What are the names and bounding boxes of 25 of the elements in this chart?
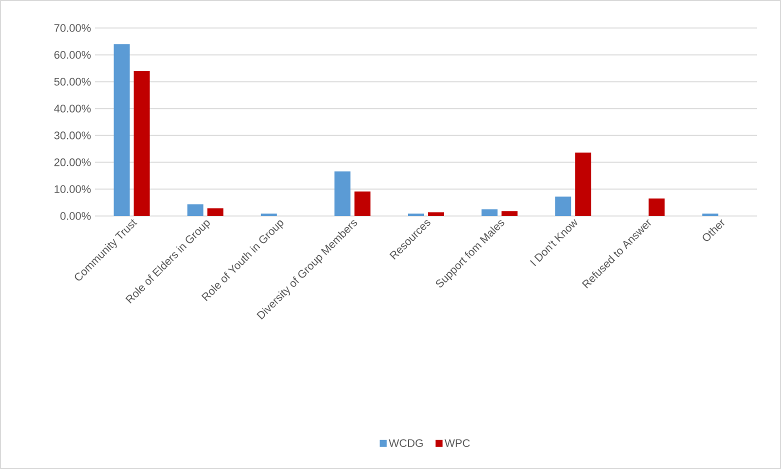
y-tick-label: 40.00% (54, 104, 91, 112)
bar (555, 196, 572, 216)
bar (334, 171, 350, 216)
bar (408, 214, 424, 216)
bar (502, 211, 518, 216)
bar (482, 209, 498, 216)
y-tick-label: 10.00% (54, 185, 91, 194)
legend-label: WPC (444, 439, 470, 448)
y-tick-label: 60.00% (54, 50, 91, 59)
y-tick-label: 0.00% (60, 212, 91, 220)
bar (207, 208, 224, 216)
bar (114, 44, 130, 216)
bar (260, 214, 277, 216)
bar (575, 152, 592, 216)
bar (187, 204, 204, 216)
y-tick-label: 20.00% (54, 158, 91, 166)
bar (428, 212, 444, 216)
bar (354, 192, 370, 216)
y-tick-label: 30.00% (54, 132, 91, 140)
bar (702, 214, 718, 216)
bar (134, 70, 150, 216)
bar (648, 198, 665, 216)
y-tick-label: 70.00% (54, 24, 91, 32)
legend-label: WCDG (388, 439, 423, 448)
y-tick-label: 50.00% (54, 78, 91, 86)
